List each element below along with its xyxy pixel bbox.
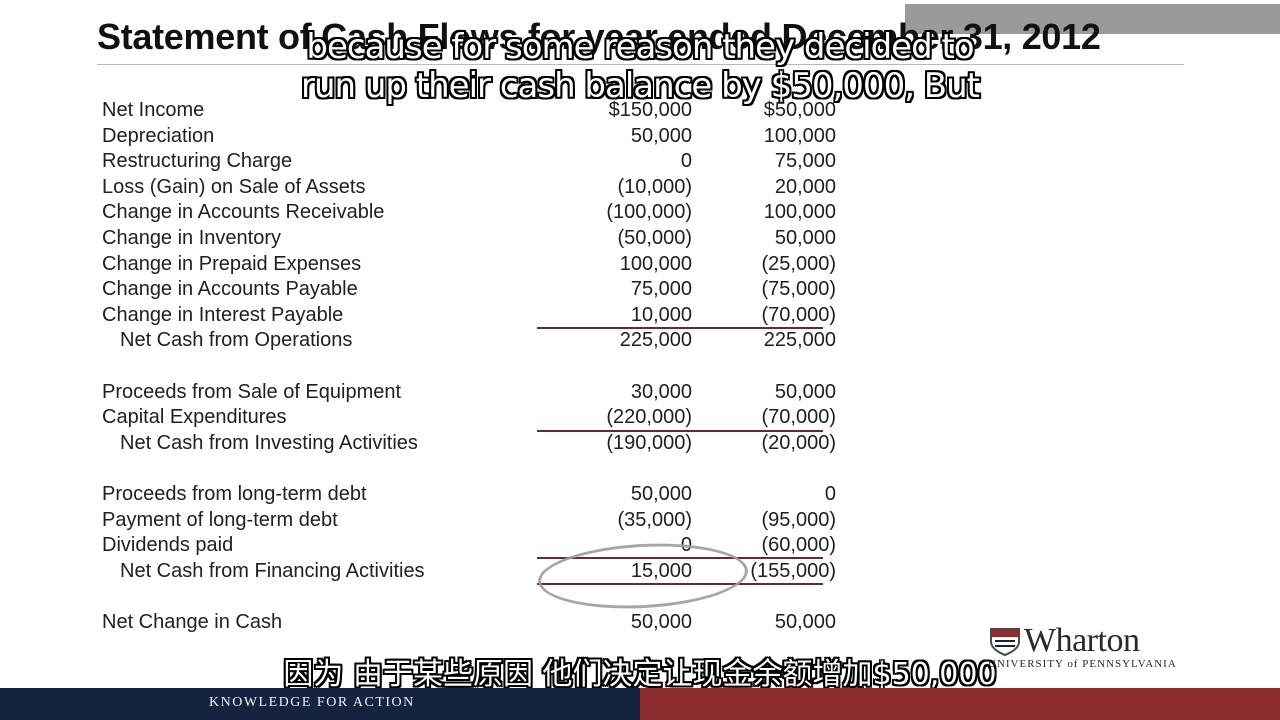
row-value-col1: (100,000) bbox=[606, 201, 692, 224]
row-value-col1: 50,000 bbox=[630, 124, 692, 147]
subtitle-chinese: 因为 由于某些原因 他们决定让现金余额增加$50,000 bbox=[283, 657, 997, 692]
row-label: Change in Accounts Payable bbox=[102, 278, 358, 301]
table-row: Dividends paid 0 (60,000) bbox=[102, 533, 836, 559]
row-value-col1: (50,000) bbox=[617, 226, 693, 249]
total-row: Net Change in Cash 50,000 50,000 bbox=[102, 610, 836, 636]
table-row: Change in Inventory (50,000) 50,000 bbox=[102, 226, 836, 252]
row-value-col1: (10,000) bbox=[617, 175, 693, 198]
footer-red-band bbox=[640, 688, 1280, 720]
row-value-col1: 0 bbox=[680, 150, 692, 173]
row-value-col1: 50,000 bbox=[630, 482, 692, 505]
subtotal-row: Net Cash from Financing Activities 15,00… bbox=[102, 559, 836, 585]
row-value-col2: (70,000) bbox=[761, 406, 837, 429]
subtotal-rule bbox=[537, 583, 823, 585]
row-value-col2: (95,000) bbox=[761, 508, 837, 531]
shield-icon bbox=[990, 628, 1020, 656]
subtotal-rule bbox=[537, 430, 823, 432]
row-value-col1: 100,000 bbox=[619, 252, 692, 275]
table-row: Proceeds from long-term debt 50,000 0 bbox=[102, 482, 836, 508]
row-value-col2: $50,000 bbox=[763, 99, 836, 121]
row-label: Change in Inventory bbox=[102, 226, 282, 249]
subtotal-row: Net Cash from Operations 225,000 225,000 bbox=[102, 328, 836, 354]
table-row: Restructuring Charge 0 75,000 bbox=[102, 149, 836, 175]
row-value-col2: (20,000) bbox=[761, 431, 837, 454]
table-row: Change in Interest Payable 10,000 (70,00… bbox=[102, 303, 836, 329]
row-value-col2: (70,000) bbox=[761, 303, 837, 326]
subtitle-line-2: run up their cash balance by $50,000, Bu… bbox=[300, 66, 980, 106]
row-value-col1: 0 bbox=[680, 534, 692, 557]
row-value-col2: (155,000) bbox=[750, 559, 836, 582]
row-label: Proceeds from Sale of Equipment bbox=[102, 380, 402, 403]
row-label: Dividends paid bbox=[102, 534, 234, 557]
row-value-col1: 75,000 bbox=[630, 278, 692, 301]
row-label: Change in Prepaid Expenses bbox=[102, 252, 362, 275]
row-label: Net Cash from Financing Activities bbox=[120, 559, 425, 582]
table-row: Net Income $150,000 $50,000 bbox=[102, 98, 836, 124]
title-divider bbox=[97, 64, 1184, 65]
row-value-col2: 50,000 bbox=[774, 610, 836, 633]
footer-tagline: KNOWLEDGE FOR ACTION bbox=[209, 695, 415, 710]
logo-subtitle: UNIVERSITY of PENNSYLVANIA bbox=[988, 658, 1177, 670]
row-label: Net Cash from Investing Activities bbox=[120, 431, 418, 454]
row-label: Restructuring Charge bbox=[102, 150, 293, 173]
table-row: Capital Expenditures (220,000) (70,000) bbox=[102, 405, 836, 431]
row-value-col2: (75,000) bbox=[761, 278, 837, 301]
row-value-col1: (190,000) bbox=[606, 431, 692, 454]
row-label: Net Cash from Operations bbox=[120, 329, 353, 352]
logo-wordmark: Wharton bbox=[1024, 622, 1140, 659]
row-value-col2: 225,000 bbox=[763, 329, 836, 352]
row-label: Payment of long-term debt bbox=[102, 508, 338, 531]
row-value-col1: (220,000) bbox=[606, 406, 692, 429]
table-row: Change in Accounts Payable 75,000 (75,00… bbox=[102, 277, 836, 303]
row-label: Proceeds from long-term debt bbox=[102, 482, 367, 505]
row-value-col2: 20,000 bbox=[774, 175, 836, 198]
footer-bar: KNOWLEDGE FOR ACTION bbox=[0, 688, 1280, 720]
table-row: Proceeds from Sale of Equipment 30,000 5… bbox=[102, 380, 836, 406]
row-value-col2: 100,000 bbox=[763, 124, 836, 147]
table-row: Change in Accounts Receivable (100,000) … bbox=[102, 200, 836, 226]
footer-navy-band bbox=[0, 688, 640, 720]
spacer-row bbox=[102, 354, 836, 380]
row-value-col1: 10,000 bbox=[630, 303, 692, 326]
row-value-col1: 225,000 bbox=[619, 329, 692, 352]
row-value-col2: 50,000 bbox=[774, 226, 836, 249]
row-value-col1: 15,000 bbox=[630, 559, 692, 582]
subtotal-rule bbox=[537, 557, 823, 559]
row-label: Net Income bbox=[102, 99, 205, 121]
row-label: Change in Interest Payable bbox=[102, 303, 344, 326]
row-label: Capital Expenditures bbox=[102, 406, 287, 429]
row-value-col2: 100,000 bbox=[763, 201, 836, 224]
slide-title: Statement of Cash Flows for year ended D… bbox=[97, 16, 1101, 57]
title-overlay-band bbox=[905, 4, 1280, 34]
row-value-col2: 75,000 bbox=[774, 150, 836, 173]
row-value-col1: 30,000 bbox=[630, 380, 692, 403]
row-value-col1: $150,000 bbox=[608, 99, 692, 121]
spacer-row bbox=[102, 456, 836, 482]
row-value-col2: 50,000 bbox=[774, 380, 836, 403]
row-value-col2: (25,000) bbox=[761, 252, 837, 275]
row-label: Change in Accounts Receivable bbox=[102, 201, 385, 224]
row-value-col2: (60,000) bbox=[761, 534, 837, 557]
wharton-logo: Wharton UNIVERSITY of PENNSYLVANIA bbox=[988, 622, 1193, 672]
subtotal-row: Net Cash from Investing Activities (190,… bbox=[102, 431, 836, 457]
row-label: Net Change in Cash bbox=[102, 610, 283, 633]
row-value-col1: (35,000) bbox=[617, 508, 693, 531]
subtotal-rule bbox=[537, 327, 823, 329]
table-row: Payment of long-term debt (35,000) (95,0… bbox=[102, 508, 836, 534]
row-label: Loss (Gain) on Sale of Assets bbox=[102, 175, 366, 198]
cash-flow-table: Net Income $150,000 $50,000 Depreciation… bbox=[102, 98, 836, 635]
table-row: Depreciation 50,000 100,000 bbox=[102, 124, 836, 150]
table-row: Change in Prepaid Expenses 100,000 (25,0… bbox=[102, 252, 836, 278]
row-value-col1: 50,000 bbox=[630, 610, 692, 633]
subtitle-line-1: because for some reason they decided to bbox=[306, 27, 974, 67]
table-row: Loss (Gain) on Sale of Assets (10,000) 2… bbox=[102, 175, 836, 201]
row-label: Depreciation bbox=[102, 124, 215, 147]
row-value-col2: 0 bbox=[824, 482, 836, 505]
